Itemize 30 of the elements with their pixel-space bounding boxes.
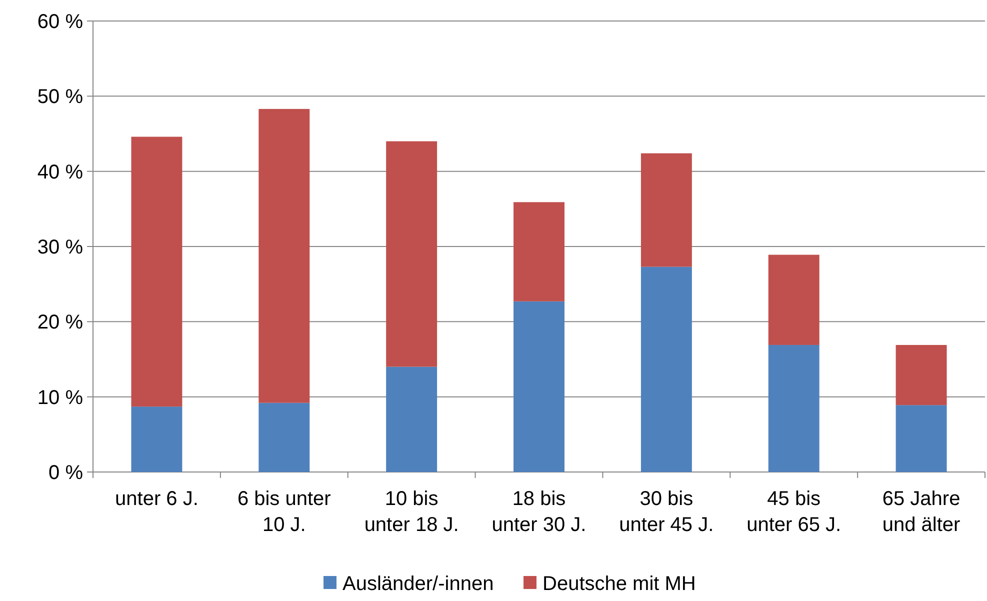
y-tick-label: 50 %	[37, 86, 84, 108]
y-tick-label: 40 %	[37, 161, 84, 184]
x-tick-label: 45 bis unter 65 J.	[746, 488, 842, 536]
x-tick-label: 18 bis unter 30 J.	[492, 488, 586, 536]
bar	[258, 402, 310, 472]
bar	[514, 301, 564, 472]
bar	[131, 136, 182, 407]
bar	[131, 406, 182, 472]
legend-label: Ausländer/-innen	[342, 573, 494, 595]
x-tick-label: 30 bis unter 45 J.	[619, 488, 714, 536]
bar	[514, 202, 564, 302]
bar	[386, 141, 438, 367]
legend-label: Deutsche mit MH	[542, 573, 696, 595]
x-tick-label: 10 bis unter 18 J.	[364, 488, 459, 536]
y-tick-label: 30 %	[37, 236, 84, 258]
y-tick-label: 0 %	[48, 462, 84, 484]
bar	[386, 366, 438, 472]
bar	[768, 254, 820, 345]
y-tick-label: 10 %	[37, 386, 84, 409]
bar	[768, 344, 820, 472]
x-tick-label: unter 6 J.	[115, 488, 198, 510]
bar	[896, 344, 947, 406]
bar	[258, 108, 310, 403]
y-tick-label: 20 %	[37, 312, 84, 334]
x-tick-label: 65 Jahre und älter	[882, 488, 961, 536]
x-tick-label: 6 bis unter 10 J.	[237, 488, 332, 536]
bar	[640, 153, 692, 267]
y-tick-label: 60 %	[37, 11, 84, 33]
bar	[896, 405, 947, 472]
bar	[640, 266, 692, 472]
